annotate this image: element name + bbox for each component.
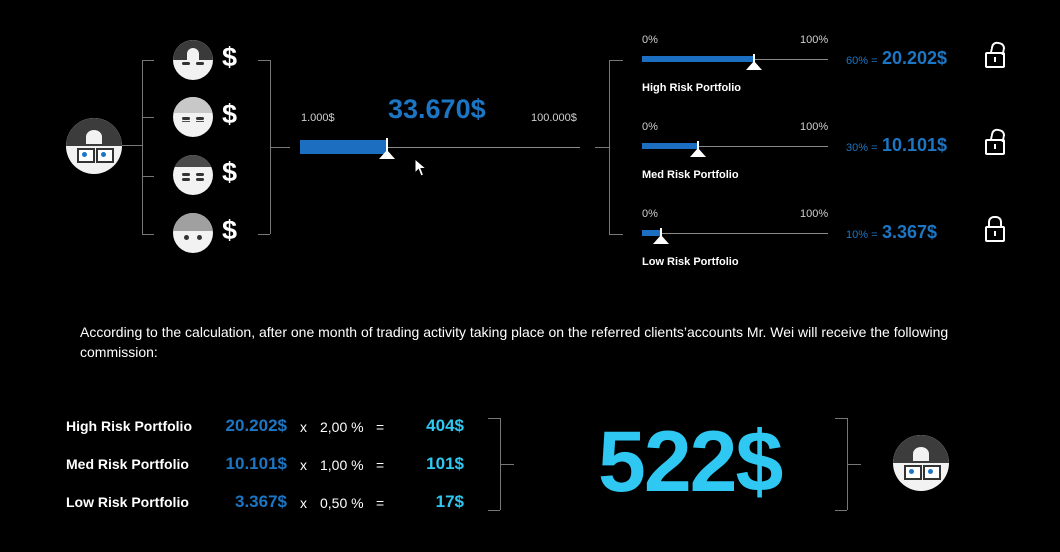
row-multiply: x xyxy=(300,495,307,511)
clients-bracket-stem xyxy=(270,147,290,148)
lock-open-icon[interactable] xyxy=(985,40,1007,68)
portfolio-slider-med[interactable]: 0% 100% Med Risk Portfolio xyxy=(642,121,842,185)
left-bracket-arm-2 xyxy=(142,117,154,118)
portfolio-max-label: 100% xyxy=(800,34,829,46)
portfolio-name: Med Risk Portfolio xyxy=(642,169,739,181)
portfolio-pct-label: 10% = 3.367$ xyxy=(846,222,937,243)
row-label: Med Risk Portfolio xyxy=(66,456,189,472)
portfolio-thumb-icon[interactable] xyxy=(652,235,669,244)
pct-text: 30% = xyxy=(846,142,878,154)
row-rate: 1,00 % xyxy=(320,457,364,473)
portfolio-pct-label: 30% = 10.101$ xyxy=(846,135,947,156)
portfolio-thumb-marker[interactable] xyxy=(696,141,699,151)
portfolio-slider-low[interactable]: 0% 100% Low Risk Portfolio xyxy=(642,208,842,272)
lock-closed-icon[interactable] xyxy=(985,216,1005,242)
pct-text: 60% = xyxy=(846,55,878,67)
row-rate: 2,00 % xyxy=(320,419,364,435)
commission-description: According to the calculation, after one … xyxy=(80,324,949,360)
pct-text: 10% = xyxy=(846,229,878,241)
client-avatar-icon xyxy=(173,213,213,253)
row-equals: = xyxy=(376,419,385,435)
portfolio-fill xyxy=(642,230,661,236)
row-equals: = xyxy=(376,495,385,511)
portfolio-fill xyxy=(642,143,698,149)
row-value: 10.101$ xyxy=(225,454,287,473)
total-bracket-stem xyxy=(500,464,514,465)
portfolio-thumb-marker[interactable] xyxy=(659,228,662,238)
total-bracket-arm-1 xyxy=(488,418,500,419)
portfolio-fill xyxy=(642,56,754,62)
row-value: 20.202$ xyxy=(225,416,287,435)
row-label: High Risk Portfolio xyxy=(66,418,192,434)
slider-value-label: 33.670$ xyxy=(388,94,486,124)
main-avatar-icon xyxy=(893,435,949,491)
row-result: 101$ xyxy=(426,454,464,473)
portfolio-thumb-icon[interactable] xyxy=(689,148,706,157)
portfolio-bracket-vertical xyxy=(609,60,610,234)
portfolio-bracket-arm-2 xyxy=(609,234,623,235)
slider-max-label: 100.000$ xyxy=(531,112,577,124)
portfolio-min-label: 0% xyxy=(642,121,658,133)
value-text: 20.202$ xyxy=(881,48,948,68)
dollar-icon: $ xyxy=(222,157,238,187)
lock-open-icon[interactable] xyxy=(985,127,1007,155)
left-bracket-arm-3 xyxy=(142,176,154,177)
portfolio-thumb-icon[interactable] xyxy=(745,61,762,70)
portfolio-slider-high[interactable]: 0% 100% High Risk Portfolio xyxy=(642,34,842,98)
main-avatar-icon xyxy=(66,118,122,174)
row-result: 17$ xyxy=(435,492,464,511)
slider-thumb-marker[interactable] xyxy=(385,138,388,154)
portfolio-name: Low Risk Portfolio xyxy=(642,256,739,268)
left-bracket-stem xyxy=(122,145,142,146)
dollar-icon: $ xyxy=(222,215,238,245)
left-bracket-arm-4 xyxy=(142,234,154,235)
client-avatar-icon xyxy=(173,97,213,137)
row-label: Low Risk Portfolio xyxy=(66,494,189,510)
row-multiply: x xyxy=(300,419,307,435)
portfolio-bracket-stem xyxy=(595,147,609,148)
value-text: 3.367$ xyxy=(881,222,938,242)
dollar-icon: $ xyxy=(222,99,238,129)
portfolio-min-label: 0% xyxy=(642,34,658,46)
clients-bracket-arm-1 xyxy=(258,60,270,61)
amount-slider[interactable] xyxy=(300,136,580,160)
result-bracket-stem xyxy=(847,464,861,465)
slider-min-label: 1.000$ xyxy=(301,112,335,124)
portfolio-max-label: 100% xyxy=(800,208,829,220)
portfolio-max-label: 100% xyxy=(800,121,829,133)
row-equals: = xyxy=(376,457,385,473)
portfolio-pct-label: 60% = 20.202$ xyxy=(846,48,947,69)
value-text: 10.101$ xyxy=(881,135,948,155)
result-bracket-arm-2 xyxy=(835,510,847,511)
portfolio-name: High Risk Portfolio xyxy=(642,82,741,94)
left-bracket-vertical xyxy=(142,60,143,234)
clients-bracket-arm-2 xyxy=(258,234,270,235)
row-value: 3.367$ xyxy=(235,492,287,511)
client-avatar-icon xyxy=(173,155,213,195)
portfolio-bracket-arm-1 xyxy=(609,60,623,61)
portfolio-thumb-marker[interactable] xyxy=(752,54,755,64)
row-multiply: x xyxy=(300,457,307,473)
portfolio-track xyxy=(642,146,828,147)
client-avatar-icon xyxy=(173,40,213,80)
result-bracket-arm-1 xyxy=(835,418,847,419)
dollar-icon: $ xyxy=(222,42,238,72)
slider-track xyxy=(300,147,580,148)
total-commission: 522$ xyxy=(598,414,783,510)
left-bracket-arm-1 xyxy=(142,60,154,61)
total-bracket-arm-2 xyxy=(488,510,500,511)
portfolio-track xyxy=(642,233,828,234)
slider-thumb-icon[interactable] xyxy=(378,150,395,159)
mouse-cursor-icon xyxy=(414,158,428,177)
portfolio-min-label: 0% xyxy=(642,208,658,220)
row-result: 404$ xyxy=(426,416,464,435)
slider-fill xyxy=(300,140,387,154)
row-rate: 0,50 % xyxy=(320,495,364,511)
